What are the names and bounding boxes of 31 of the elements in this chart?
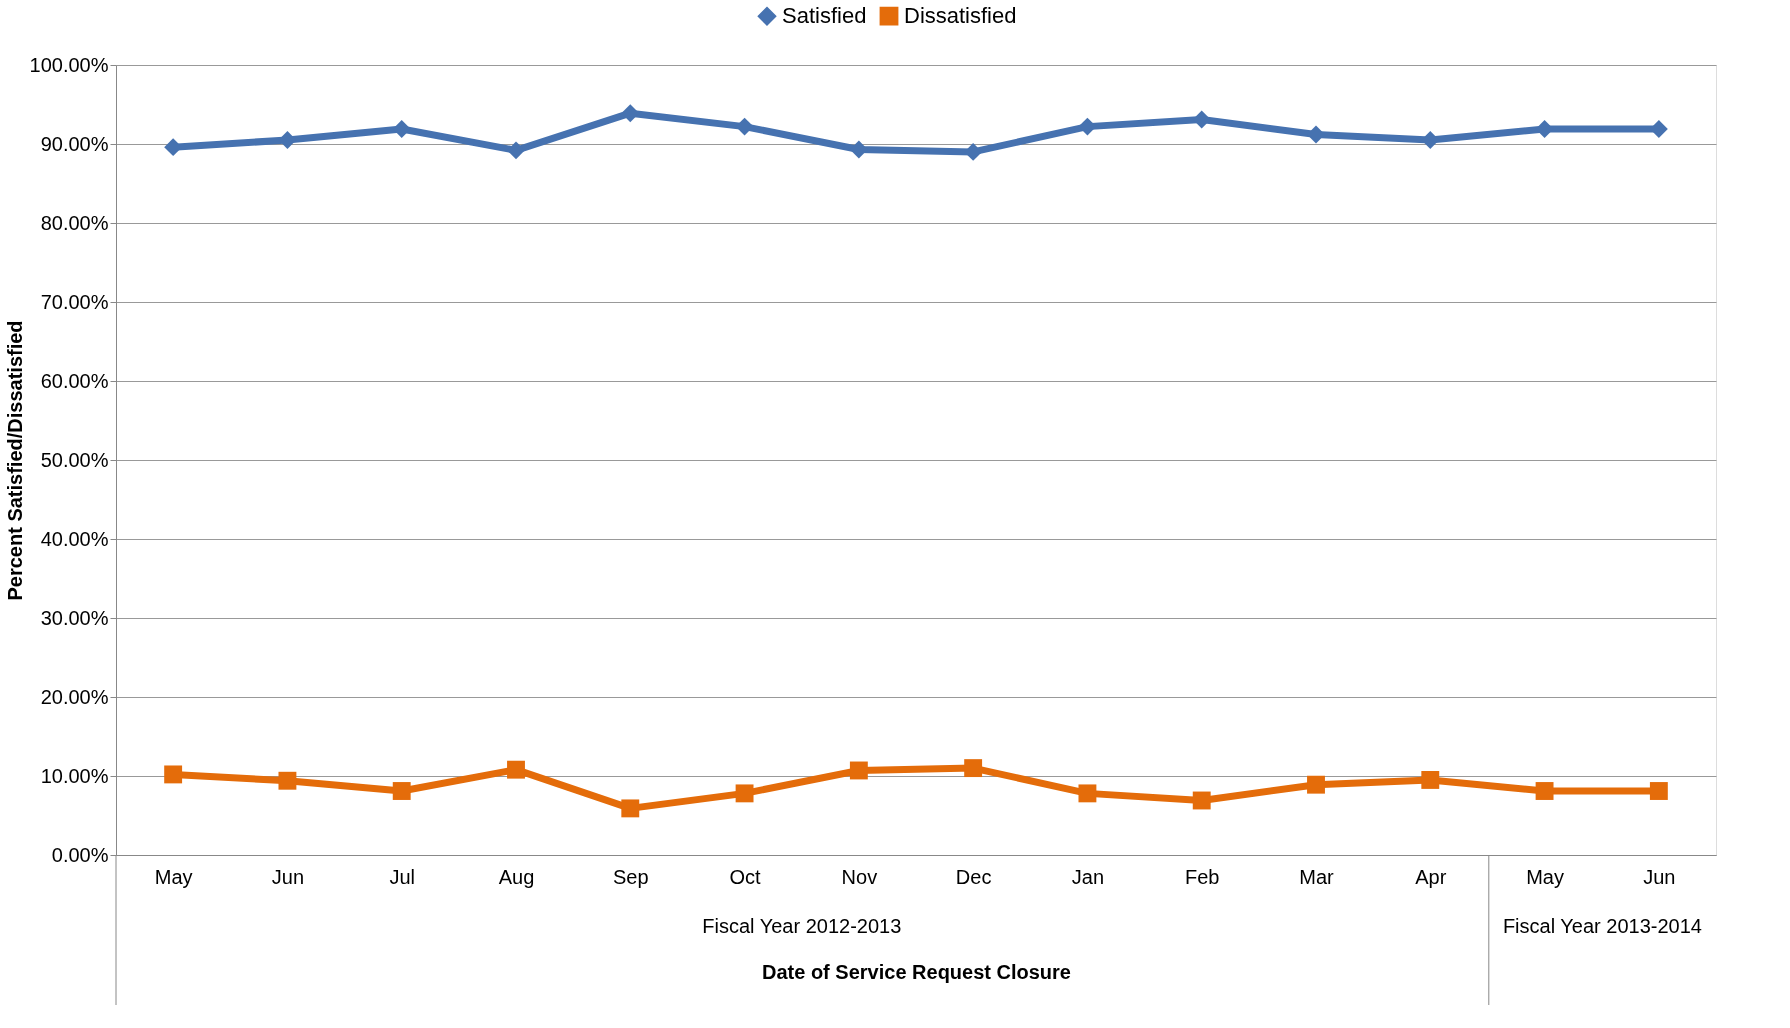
- y-axis-title: Percent Satisfied/Dissatisfied: [3, 320, 26, 601]
- y-tick-label: 50.00%: [40, 448, 109, 471]
- y-tick-label: 60.00%: [40, 369, 109, 392]
- y-tick-label: 10.00%: [40, 764, 109, 787]
- legend-label: Satisfied: [782, 3, 867, 29]
- x-tick-label: Oct: [729, 865, 762, 888]
- y-tick-label: 30.00%: [40, 606, 109, 629]
- y-tick-label: 40.00%: [40, 527, 109, 550]
- x-tick-label: Jul: [389, 865, 415, 888]
- legend-label: Dissatisfied: [904, 3, 1017, 29]
- x-tick-label: May: [154, 865, 193, 888]
- y-tick-label: 0.00%: [51, 843, 109, 866]
- y-tick-label: 80.00%: [40, 211, 109, 234]
- text: Fiscal Year 2013-2014: [1502, 915, 1702, 937]
- x-tick-label: Jun: [271, 865, 305, 888]
- x-tick-label: Feb: [1184, 865, 1220, 888]
- x-tick-label: Apr: [1415, 865, 1447, 888]
- x-tick-label: Sep: [612, 865, 649, 888]
- y-tick-label: 100.00%: [29, 53, 109, 76]
- x-tick-label: Jun: [1643, 865, 1676, 888]
- x-tick-label: Aug: [498, 865, 535, 888]
- text: Fiscal Year 2012-2013: [702, 915, 902, 937]
- y-tick-label: 20.00%: [40, 685, 109, 708]
- x-tick-label: Mar: [1299, 865, 1335, 888]
- x-tick-label: Jan: [1071, 865, 1105, 888]
- x-tick-label: Dec: [955, 865, 992, 888]
- x-tick-label: May: [1526, 865, 1564, 888]
- y-tick-label: 70.00%: [40, 290, 109, 313]
- y-tick-label: 90.00%: [40, 132, 109, 155]
- x-tick-label: Nov: [841, 865, 878, 888]
- x-axis-title: Date of Service Request Closure: [762, 960, 1071, 983]
